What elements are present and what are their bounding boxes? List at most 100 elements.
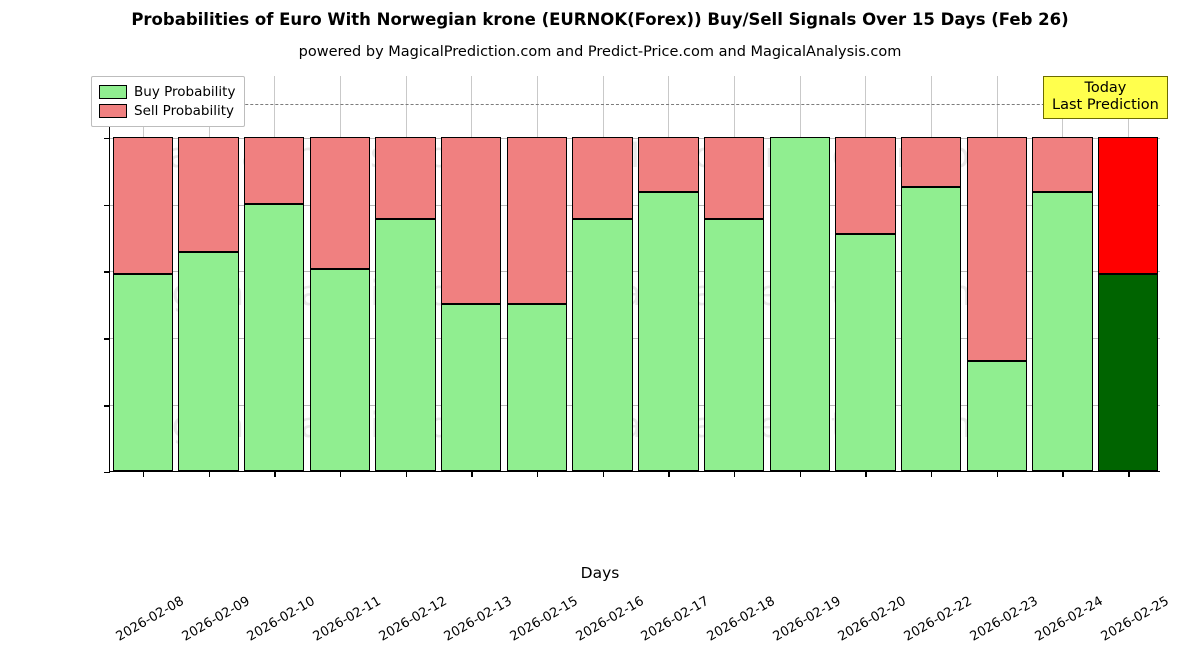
bar-segment-sell[interactable] xyxy=(1032,136,1093,192)
x-tick-label: 2026-02-16 xyxy=(573,593,647,645)
bar-segment-buy[interactable] xyxy=(112,273,174,471)
x-tick-label: 2026-02-20 xyxy=(836,593,910,645)
x-tick-label: 2026-02-17 xyxy=(639,593,712,645)
bar-segment-sell[interactable] xyxy=(572,136,633,219)
bar-segment-sell[interactable] xyxy=(638,136,699,192)
x-tick-mark xyxy=(799,471,802,477)
legend-swatch-buy-icon xyxy=(99,84,127,99)
y-tick-mark xyxy=(104,405,110,407)
today-annotation-line2: Last Prediction xyxy=(1052,96,1159,113)
bar-group[interactable] xyxy=(309,136,371,471)
chart-legend: Buy Probability Sell Probability xyxy=(91,76,246,127)
x-tick-mark xyxy=(339,471,342,477)
x-tick-label: 2026-02-19 xyxy=(770,593,844,645)
x-tick-mark xyxy=(865,471,867,477)
bar-group[interactable] xyxy=(178,136,239,471)
x-tick-label: 2026-02-25 xyxy=(1098,593,1172,645)
bar-segment-sell[interactable] xyxy=(1097,136,1159,274)
bar-segment-sell[interactable] xyxy=(112,136,174,274)
bar-segment-buy[interactable] xyxy=(441,303,502,471)
bar-group[interactable] xyxy=(1097,136,1159,471)
y-tick-mark xyxy=(104,204,110,207)
y-gridline xyxy=(110,338,1160,340)
today-annotation-line1: Today xyxy=(1084,80,1127,96)
x-tick-mark xyxy=(734,471,736,477)
bar-segment-sell[interactable] xyxy=(441,136,502,304)
plot-inner: MagicalAnalysis.comMagicalPrediction.com… xyxy=(110,76,1160,471)
plot-area: MagicalAnalysis.comMagicalPrediction.com… xyxy=(104,76,1172,645)
y-gridline xyxy=(110,137,1160,139)
y-tick-mark xyxy=(104,137,110,140)
bar-group[interactable] xyxy=(638,136,699,471)
x-tick-mark xyxy=(1062,471,1064,477)
y-tick-mark xyxy=(104,271,110,273)
x-tick-label: 2026-02-09 xyxy=(179,593,253,645)
bar-segment-buy[interactable] xyxy=(1032,191,1093,471)
x-tick-mark xyxy=(142,471,145,477)
x-tick-mark xyxy=(471,471,473,477)
bar-group[interactable] xyxy=(244,136,305,471)
bar-segment-sell[interactable] xyxy=(966,136,1027,361)
bar-segment-sell[interactable] xyxy=(506,136,568,304)
bar-segment-buy[interactable] xyxy=(1097,273,1159,471)
x-tick-label: 2026-02-13 xyxy=(441,593,515,645)
bar-segment-sell[interactable] xyxy=(178,136,239,253)
bar-segment-buy[interactable] xyxy=(835,233,896,471)
bar-group[interactable] xyxy=(572,136,633,471)
y-tick-mark xyxy=(104,338,110,340)
legend-swatch-sell-icon xyxy=(99,103,127,118)
bar-group[interactable] xyxy=(703,136,765,471)
bar-segment-buy[interactable] xyxy=(900,186,962,471)
bar-segment-buy[interactable] xyxy=(244,203,305,471)
bar-segment-buy[interactable] xyxy=(309,268,371,471)
bar-group[interactable] xyxy=(375,136,436,471)
bar-segment-buy[interactable] xyxy=(375,218,436,471)
x-tick-label: 2026-02-15 xyxy=(507,593,581,645)
bar-group[interactable] xyxy=(966,136,1027,471)
bar-segment-buy[interactable] xyxy=(966,360,1027,471)
x-tick-label: 2026-02-12 xyxy=(376,593,450,645)
legend-label-sell: Sell Probability xyxy=(134,102,235,119)
bar-group[interactable] xyxy=(506,136,568,471)
bar-segment-sell[interactable] xyxy=(703,136,765,219)
bar-group[interactable] xyxy=(900,136,962,471)
bar-segment-sell[interactable] xyxy=(375,136,436,219)
x-tick-label: 2026-02-11 xyxy=(310,593,384,645)
x-tick-mark xyxy=(536,471,539,477)
x-tick-mark xyxy=(208,471,210,477)
legend-label-buy: Buy Probability xyxy=(134,83,236,100)
x-axis-label: Days xyxy=(580,564,620,582)
bar-segment-buy[interactable] xyxy=(638,191,699,471)
x-tick-mark xyxy=(602,471,605,477)
bar-segment-sell[interactable] xyxy=(244,136,305,204)
x-tick-label: 2026-02-23 xyxy=(967,593,1041,645)
bar-segment-sell[interactable] xyxy=(900,136,962,187)
bar-segment-buy[interactable] xyxy=(506,303,568,471)
bar-segment-sell[interactable] xyxy=(309,136,371,269)
bar-group[interactable] xyxy=(1032,136,1093,471)
x-tick-label: 2026-02-18 xyxy=(704,593,778,645)
chart-subtitle: powered by MagicalPrediction.com and Pre… xyxy=(298,44,902,60)
x-tick-mark xyxy=(1128,471,1130,477)
bar-segment-buy[interactable] xyxy=(703,218,765,471)
bar-segment-buy[interactable] xyxy=(178,252,239,471)
legend-item-buy: Buy Probability xyxy=(99,82,235,101)
bar-group[interactable] xyxy=(441,136,502,471)
x-tick-label: 2026-02-24 xyxy=(1033,593,1107,645)
bar-group[interactable] xyxy=(835,136,896,471)
x-tick-label: 2026-02-22 xyxy=(901,593,975,645)
x-tick-mark xyxy=(996,471,999,477)
bar-group[interactable] xyxy=(112,136,174,471)
x-tick-mark xyxy=(668,471,670,477)
x-tick-mark xyxy=(274,471,276,477)
bar-segment-buy[interactable] xyxy=(572,218,633,471)
bar-segment-buy[interactable] xyxy=(769,136,830,471)
legend-item-sell: Sell Probability xyxy=(99,101,235,120)
bar-segment-sell[interactable] xyxy=(835,136,896,234)
y-gridline xyxy=(110,405,1160,407)
x-tick-label: 2026-02-08 xyxy=(113,593,187,645)
x-tick-mark xyxy=(405,471,407,477)
bar-group[interactable] xyxy=(769,136,830,471)
y-gridline xyxy=(110,204,1160,206)
y-tick-mark xyxy=(104,472,110,474)
